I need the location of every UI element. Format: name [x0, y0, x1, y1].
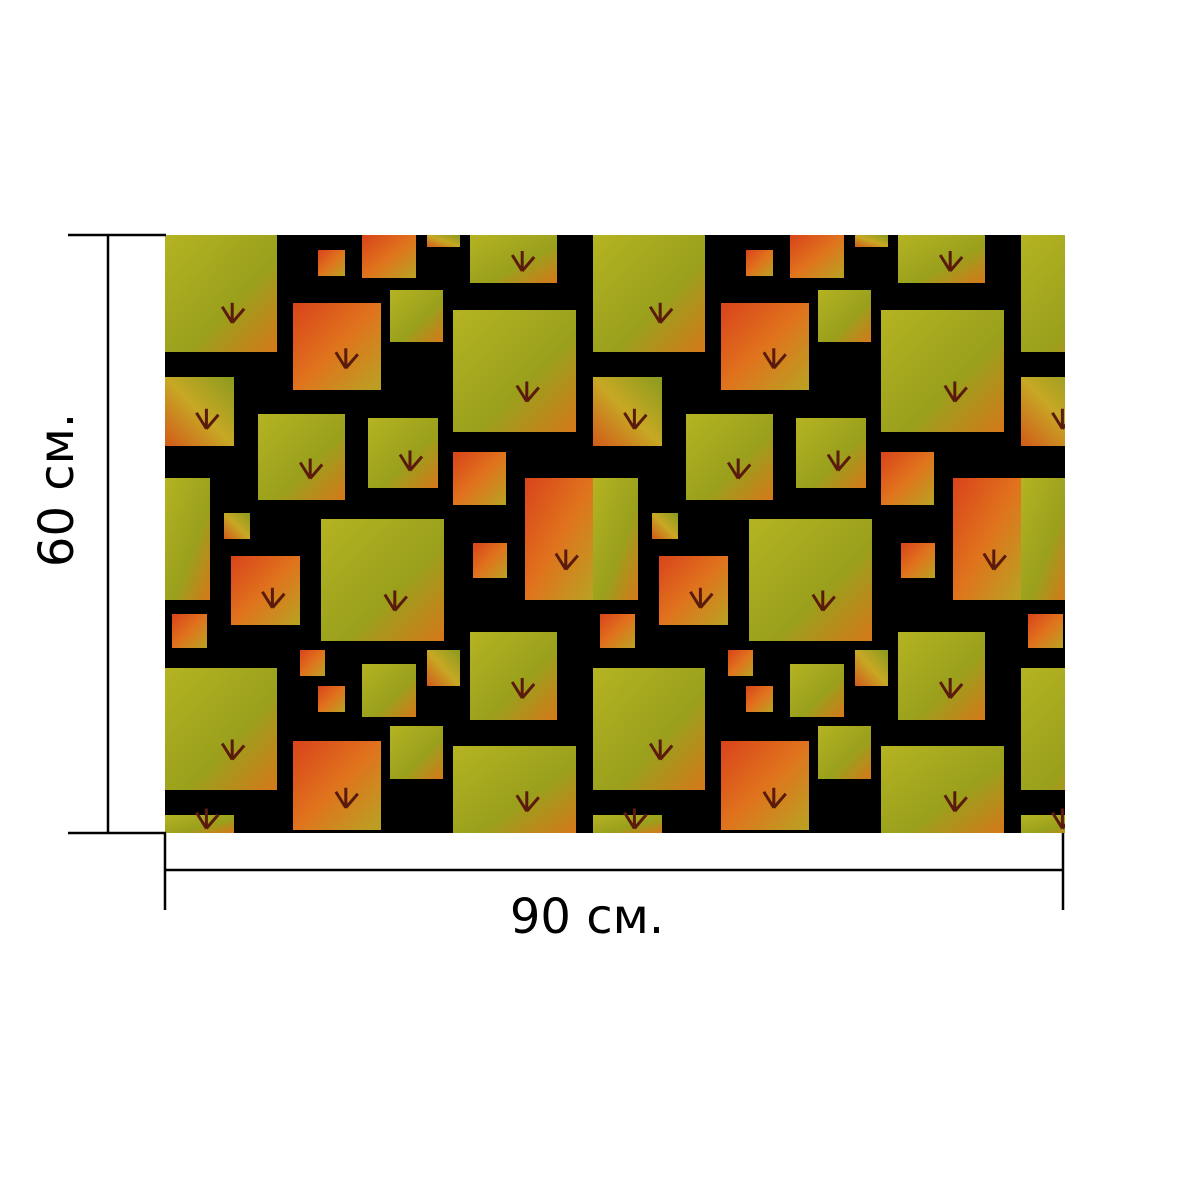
- width-label: 90 см.: [510, 889, 664, 945]
- height-label: 60 см.: [29, 413, 85, 567]
- fabric-pattern: [165, 235, 1065, 833]
